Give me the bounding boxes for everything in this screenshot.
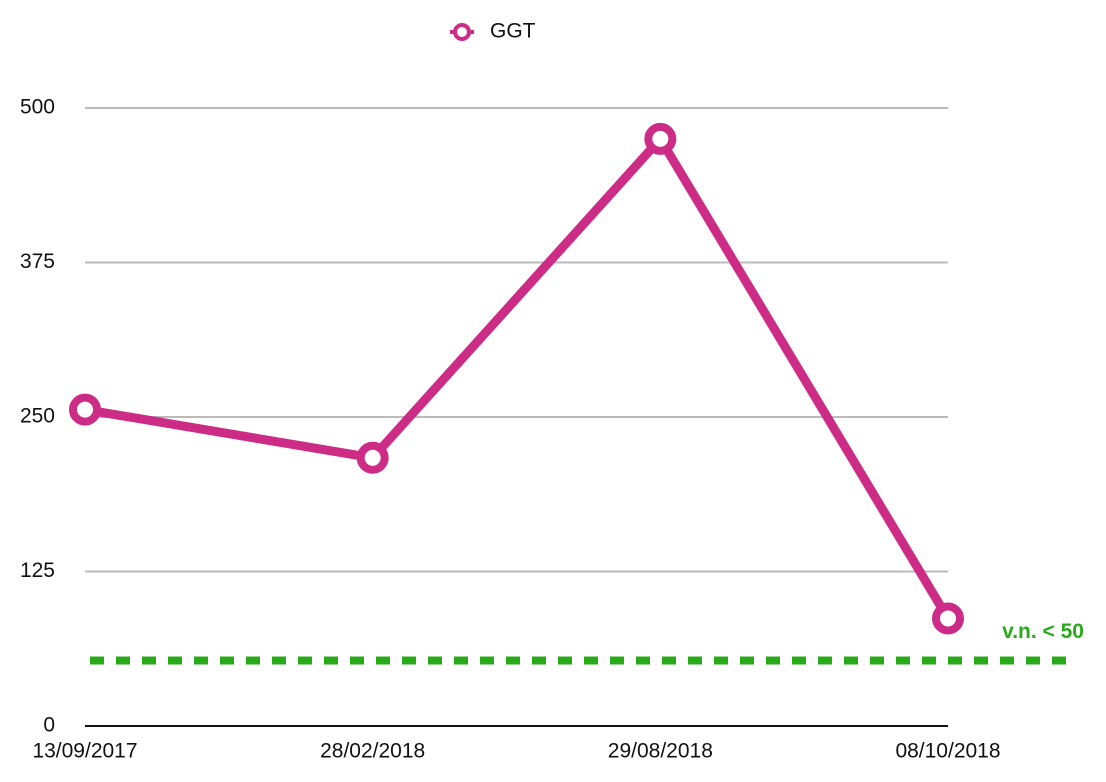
- legend-label: GGT: [490, 20, 536, 43]
- y-tick-label: 500: [20, 96, 55, 119]
- annotation: v.n. < 50: [1002, 620, 1084, 643]
- data-line: [84, 134, 952, 621]
- x-tick-label: 29/08/2018: [608, 740, 713, 763]
- x-tick-label: 28/02/2018: [320, 740, 425, 763]
- data-point: [69, 393, 101, 426]
- x-tick-label: 08/10/2018: [895, 740, 1000, 763]
- y-tick-label: 375: [20, 250, 55, 273]
- data-point: [356, 441, 389, 474]
- x-tick-label: 13/09/2017: [32, 740, 137, 763]
- data-point: [932, 602, 964, 635]
- y-tick-label: 250: [20, 405, 55, 428]
- legend-swatch: [453, 23, 471, 41]
- y-tick-label: 125: [20, 559, 55, 582]
- data-point: [644, 122, 677, 155]
- y-tick-label: 0: [43, 714, 55, 737]
